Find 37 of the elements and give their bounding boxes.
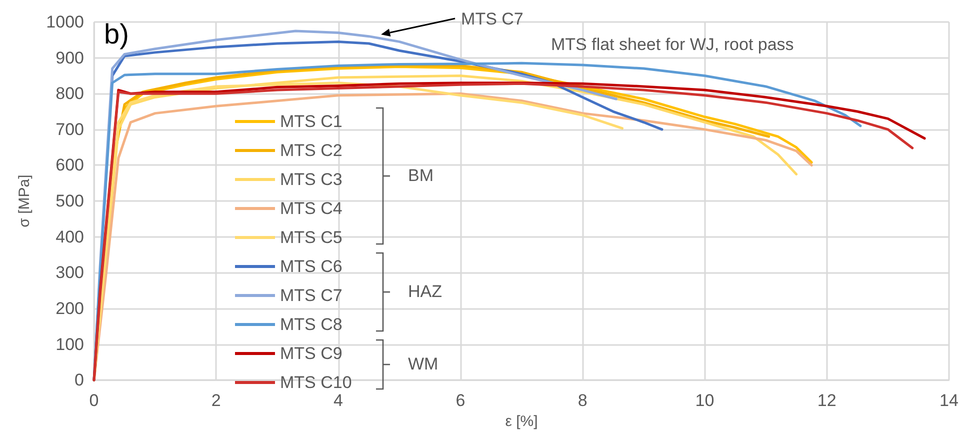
legend-label: MTS C1 bbox=[280, 112, 342, 131]
legend-label: MTS C7 bbox=[280, 286, 342, 305]
y-tick-label: 400 bbox=[56, 227, 84, 246]
y-tick-label: 1000 bbox=[46, 12, 84, 32]
x-tick-label: 2 bbox=[211, 391, 221, 410]
y-tick-label: 0 bbox=[74, 370, 84, 390]
y-tick-label: 700 bbox=[56, 120, 84, 139]
y-tick-label: 900 bbox=[56, 48, 84, 68]
legend-label: MTS C9 bbox=[280, 344, 342, 363]
annotation: BM bbox=[408, 166, 434, 185]
y-tick-label: 600 bbox=[56, 156, 84, 175]
legend-label: MTS C6 bbox=[280, 257, 342, 276]
x-tick-label: 14 bbox=[940, 391, 958, 410]
y-tick-label: 800 bbox=[56, 84, 84, 104]
x-axis-title: ε [%] bbox=[505, 413, 538, 430]
x-tick-label: 12 bbox=[817, 391, 836, 410]
legend-label: MTS C3 bbox=[280, 170, 342, 189]
y-tick-label: 300 bbox=[56, 263, 84, 282]
legend-label: MTS C4 bbox=[280, 199, 342, 218]
x-tick-label: 4 bbox=[334, 391, 344, 410]
legend-label: MTS C8 bbox=[280, 315, 342, 334]
y-tick-label: 100 bbox=[56, 334, 84, 354]
annotation: MTS C7 bbox=[461, 10, 524, 29]
x-tick-label: 10 bbox=[695, 391, 714, 410]
x-tick-label: 0 bbox=[89, 391, 99, 410]
legend-label: MTS C2 bbox=[280, 141, 342, 160]
x-tick-label: 6 bbox=[456, 391, 466, 410]
text: MTS flat sheet for WJ, root pass bbox=[551, 35, 794, 54]
annotation: b) bbox=[104, 18, 129, 50]
y-tick-label: 200 bbox=[56, 298, 84, 318]
y-axis-title: σ [MPa] bbox=[16, 174, 33, 228]
legend-label: MTS C5 bbox=[280, 228, 342, 247]
annotation: HAZ bbox=[408, 282, 442, 301]
legend-label: MTS C10 bbox=[280, 373, 352, 392]
y-tick-label: 500 bbox=[56, 192, 84, 211]
annotation: WM bbox=[408, 354, 438, 374]
x-tick-label: 8 bbox=[578, 391, 588, 410]
